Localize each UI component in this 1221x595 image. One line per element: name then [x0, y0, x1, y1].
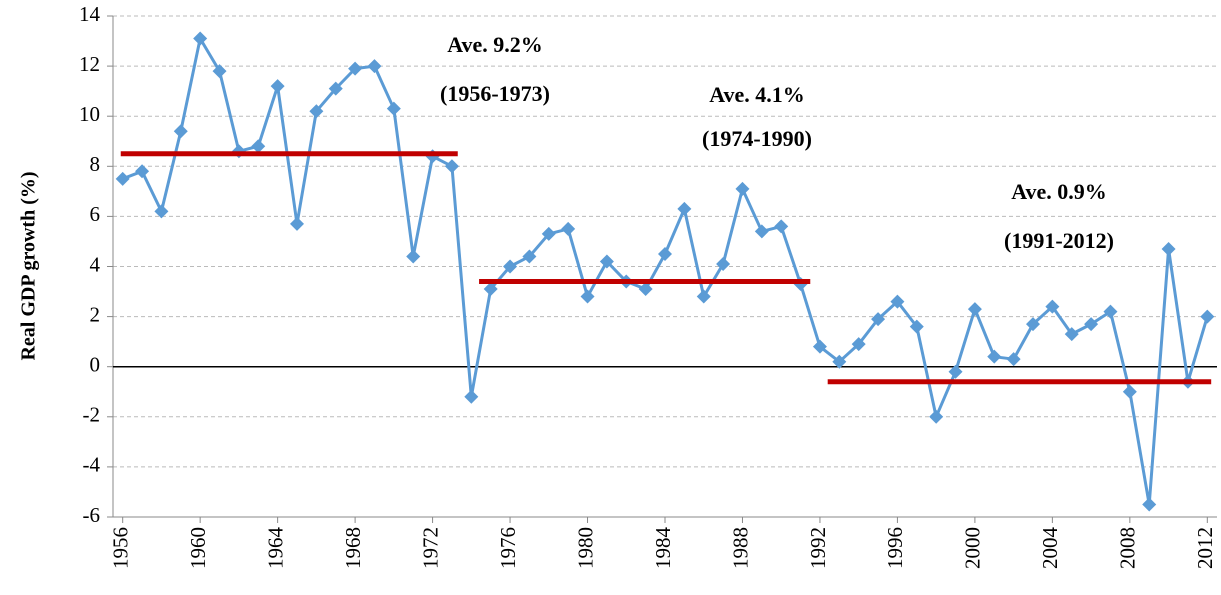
data-point — [444, 159, 459, 174]
y-tick-label: -4 — [83, 453, 101, 477]
data-point — [599, 254, 614, 269]
x-tick-label: 1960 — [186, 527, 210, 569]
x-tick-label: 1976 — [496, 527, 520, 569]
y-tick-label: 14 — [79, 2, 101, 26]
x-tick-label: 1964 — [263, 527, 287, 570]
annotation: Ave. 9.2% — [447, 32, 543, 57]
data-point — [851, 337, 866, 352]
annotation: Ave. 0.9% — [1011, 179, 1107, 204]
y-tick-label: 6 — [90, 202, 101, 226]
data-point — [774, 219, 789, 234]
x-tick-label: 1956 — [108, 527, 132, 569]
x-tick-label: 2012 — [1193, 527, 1217, 569]
data-point — [367, 59, 382, 74]
data-point — [1142, 497, 1157, 512]
data-point — [890, 294, 905, 309]
x-tick-label: 2008 — [1116, 527, 1140, 569]
data-point — [483, 282, 498, 297]
annotation: (1974-1990) — [702, 126, 812, 151]
y-tick-label: 12 — [79, 52, 100, 76]
data-point — [328, 81, 343, 96]
x-tick-label: 1992 — [806, 527, 830, 569]
data-point — [658, 246, 672, 261]
data-point — [1122, 384, 1137, 399]
data-point — [638, 282, 653, 297]
data-point — [135, 164, 150, 179]
data-point — [967, 302, 982, 317]
y-tick-label: -6 — [83, 503, 101, 527]
y-axis-label: Real GDP growth (%) — [18, 171, 40, 360]
data-point — [270, 79, 285, 94]
data-point — [406, 249, 421, 264]
data-point — [290, 216, 304, 231]
annotation: Ave. 4.1% — [709, 82, 805, 107]
data-point — [1084, 317, 1099, 332]
data-point — [115, 171, 130, 186]
x-tick-label: 1984 — [651, 527, 675, 570]
series-line — [122, 37, 1209, 506]
y-tick-label: -2 — [83, 403, 101, 427]
data-point — [754, 224, 769, 239]
annotation: (1956-1973) — [440, 81, 550, 106]
y-tick-label: 8 — [90, 152, 101, 176]
x-tick-label: 1988 — [728, 527, 752, 569]
data-point — [154, 204, 169, 219]
x-tick-label: 2004 — [1038, 527, 1062, 570]
data-point — [464, 389, 479, 404]
data-point — [193, 31, 208, 46]
x-tick-label: 1996 — [883, 527, 907, 569]
data-point — [909, 319, 924, 334]
data-point — [832, 354, 847, 369]
data-point — [251, 139, 266, 154]
data-point — [812, 339, 827, 354]
data-point — [1006, 352, 1021, 367]
x-tick-label: 2000 — [961, 527, 985, 569]
data-point — [987, 349, 1002, 364]
data-point — [1200, 309, 1215, 324]
data-point — [1064, 327, 1079, 342]
data-point — [580, 289, 595, 304]
y-tick-label: 2 — [90, 302, 101, 326]
data-point — [696, 289, 711, 304]
x-tick-label: 1968 — [341, 527, 365, 569]
data-point — [173, 124, 188, 139]
data-point — [522, 249, 537, 264]
data-point — [929, 409, 944, 424]
y-tick-label: 4 — [90, 252, 101, 276]
annotation: (1991-2012) — [1004, 228, 1114, 253]
data-point — [871, 312, 886, 327]
data-point — [561, 221, 576, 236]
data-point — [212, 64, 227, 79]
data-point — [948, 364, 963, 379]
data-point — [386, 101, 401, 116]
y-tick-label: 10 — [79, 102, 100, 126]
y-tick-label: 0 — [90, 353, 101, 377]
data-point — [1161, 241, 1176, 256]
data-point — [1045, 299, 1060, 314]
x-tick-label: 1980 — [573, 527, 597, 569]
data-point — [735, 181, 750, 196]
data-point — [309, 104, 324, 119]
data-point — [677, 201, 692, 216]
data-point — [1026, 317, 1040, 332]
x-tick-label: 1972 — [418, 527, 442, 569]
data-point — [716, 256, 731, 271]
data-point — [348, 61, 363, 76]
data-point — [503, 259, 518, 274]
data-point — [1103, 304, 1118, 319]
data-point — [541, 226, 556, 241]
